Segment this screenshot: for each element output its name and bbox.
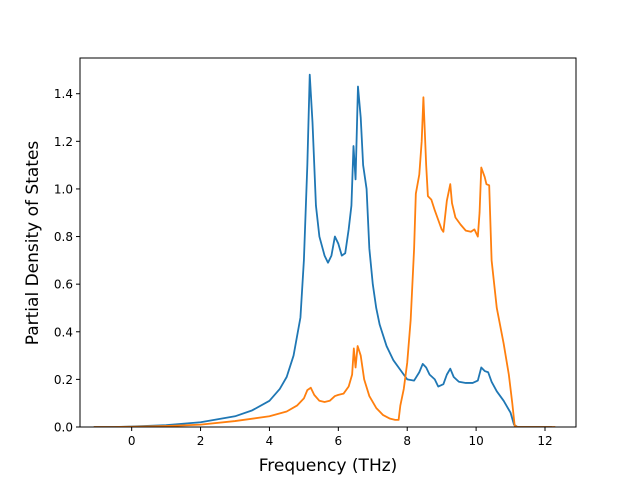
series-layer xyxy=(93,73,556,427)
x-tick-label: 4 xyxy=(266,434,274,448)
x-tick-label: 12 xyxy=(537,434,552,448)
y-tick-label: 0.8 xyxy=(54,230,73,244)
y-tick-label: 1.4 xyxy=(54,87,73,101)
y-tick-label: 0.6 xyxy=(54,278,73,292)
y-tick-label: 0.4 xyxy=(54,325,73,339)
x-tick-label: 2 xyxy=(197,434,205,448)
x-tick-label: 8 xyxy=(403,434,411,448)
y-tick-label: 0.2 xyxy=(54,373,73,387)
axes-layer: 0 2 4 6 8 10 12 0.0 0.2 0.4 0.6 0.8 1.0 1.2 1.4 xyxy=(54,57,577,448)
x-tick-label: 6 xyxy=(335,434,343,448)
y-tick-label: 1.2 xyxy=(54,135,73,149)
y-axis-label: Partial Density of States xyxy=(23,141,43,346)
series-line-2 xyxy=(93,96,556,427)
x-tick-label: 0 xyxy=(128,434,136,448)
y-tick-label: 0.0 xyxy=(54,421,73,435)
plot-frame xyxy=(79,57,577,428)
x-axis-label: Frequency (THz) xyxy=(259,456,398,476)
x-tick-label: 10 xyxy=(468,434,483,448)
series-line-1 xyxy=(93,73,552,427)
y-tick-label: 1.0 xyxy=(54,182,73,196)
